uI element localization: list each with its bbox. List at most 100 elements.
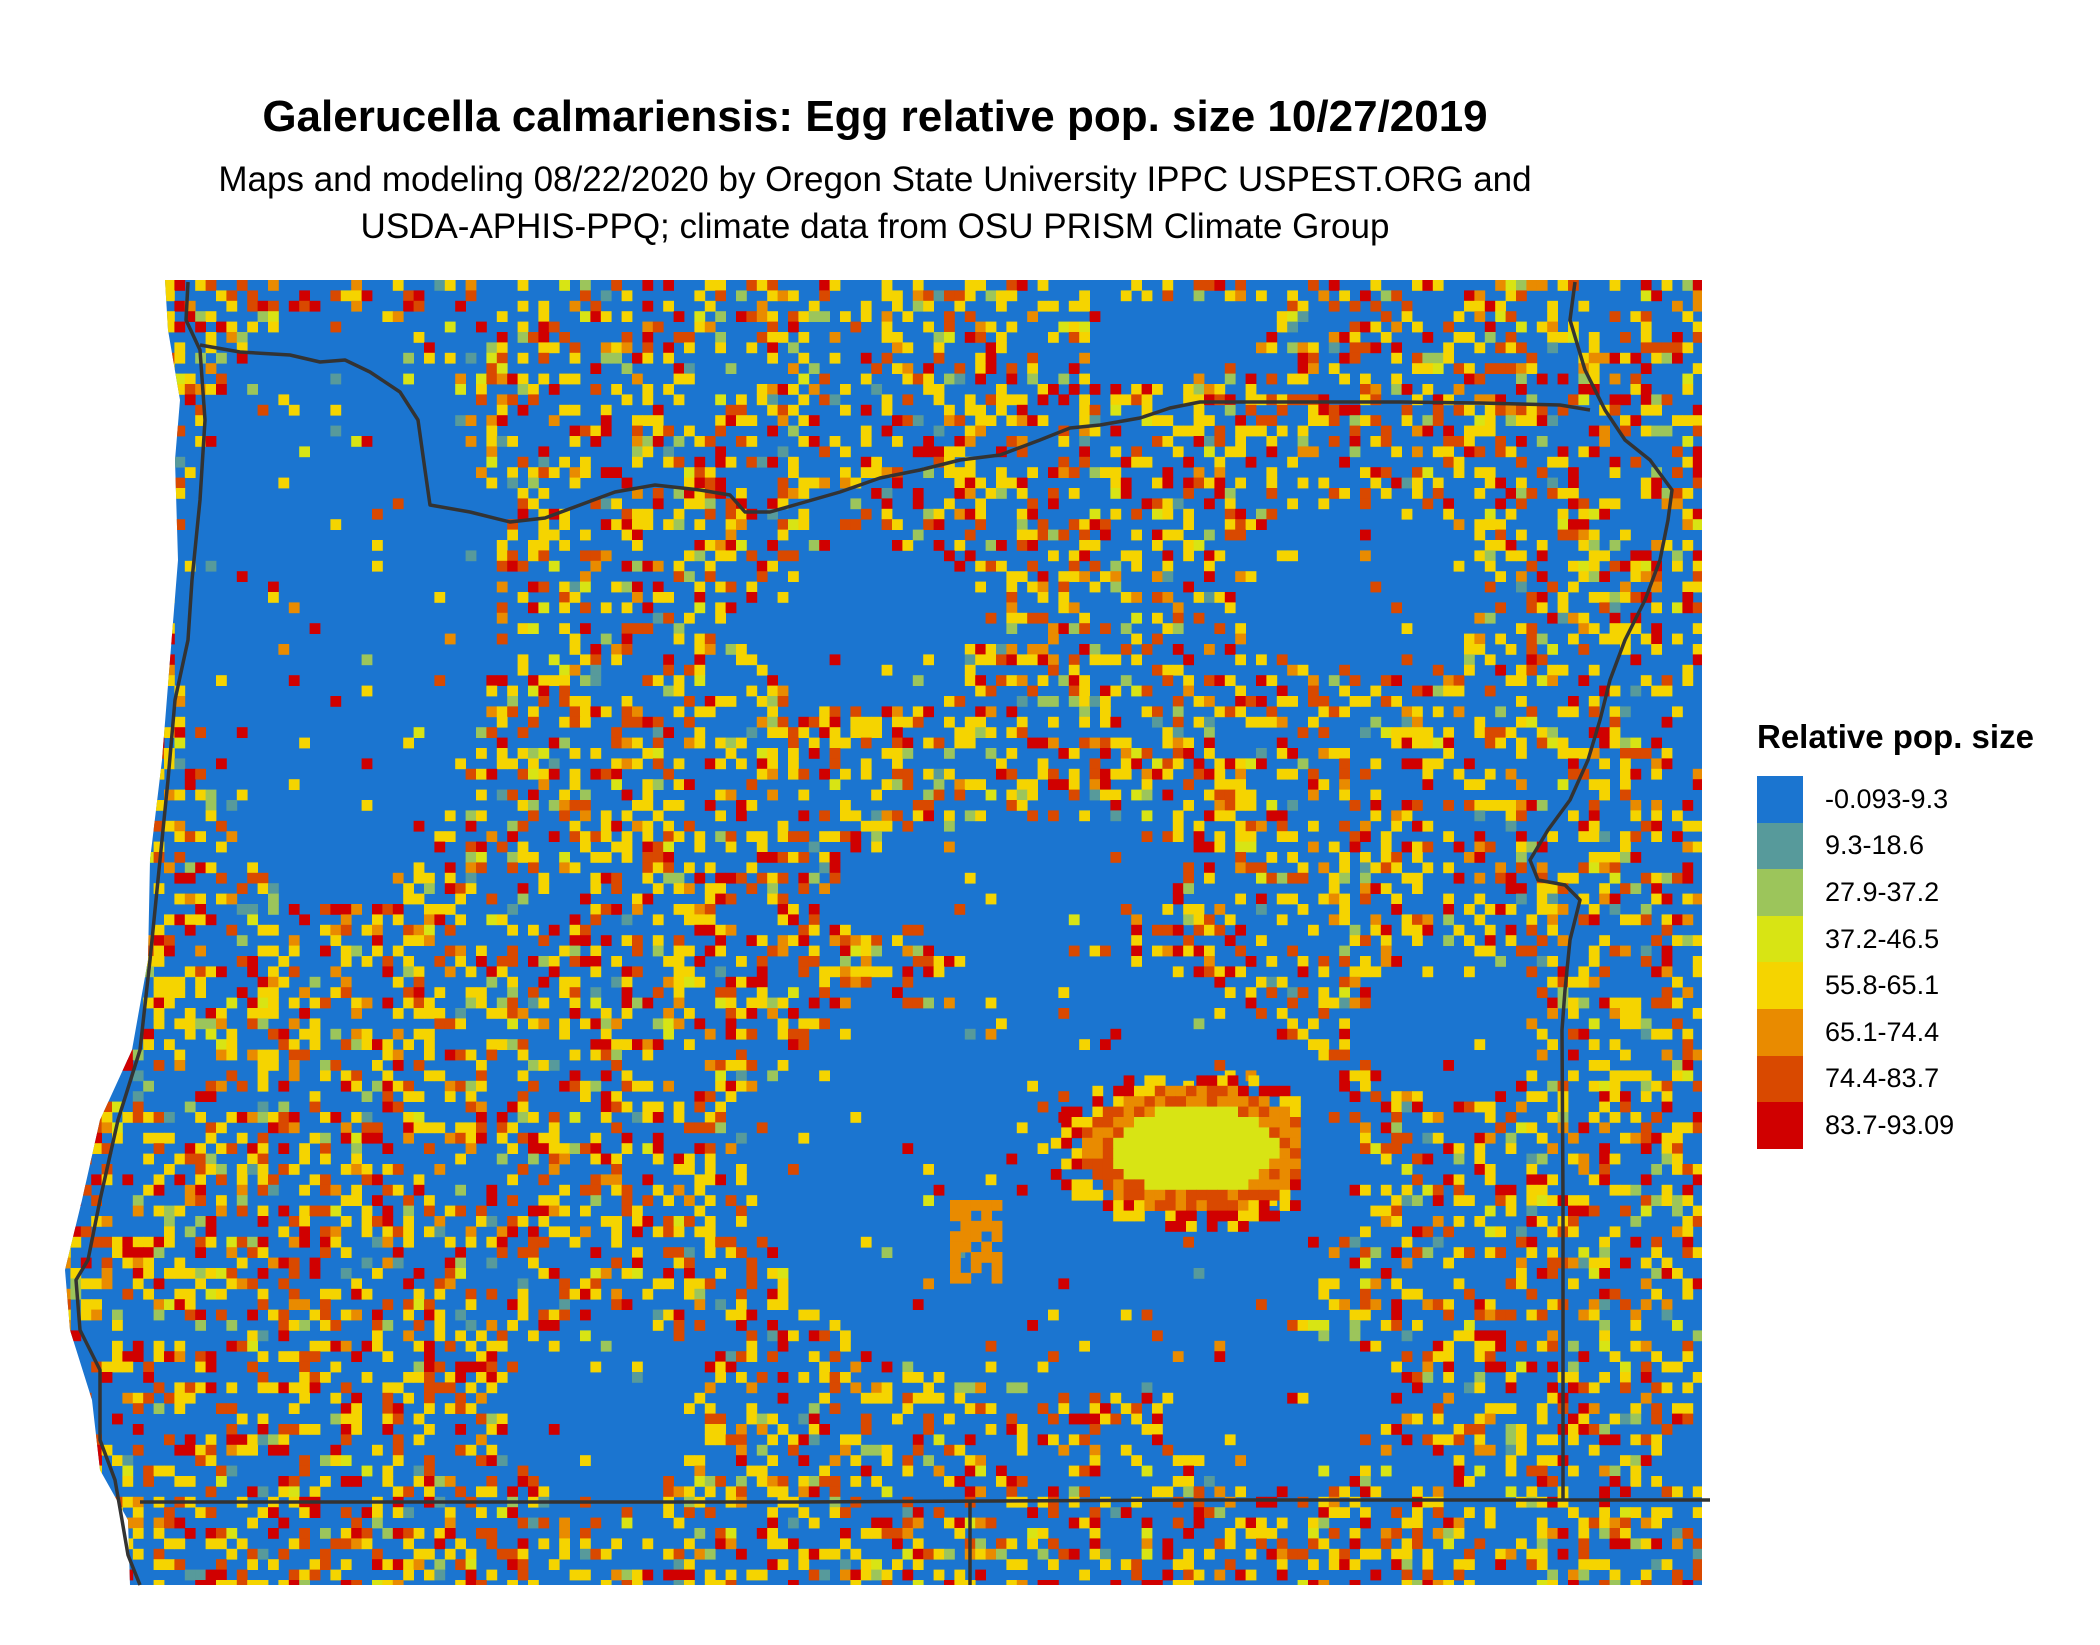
map-cell [1318, 1008, 1330, 1019]
map-cell [80, 789, 92, 801]
map-cell [174, 1288, 186, 1300]
map-cell [361, 1174, 373, 1186]
map-cell [184, 862, 196, 874]
map-cell [205, 1236, 217, 1248]
map-cell [434, 675, 446, 686]
map-cell [1588, 560, 1600, 572]
map-cell [372, 1268, 383, 1279]
map-cell [1495, 1361, 1506, 1373]
map-cell [164, 820, 175, 832]
map-cell [663, 1008, 674, 1019]
map-cell [736, 436, 747, 447]
map-cell [1692, 415, 1702, 426]
map-cell [569, 1112, 581, 1123]
map-cell [1536, 862, 1548, 874]
map-cell [528, 394, 539, 406]
map-cell [174, 321, 186, 333]
map-cell [673, 872, 685, 884]
map-cell [1339, 779, 1350, 790]
map-cell [1266, 976, 1278, 988]
map-cell [184, 467, 196, 478]
map-cell [736, 1309, 747, 1321]
map-cell [205, 1361, 217, 1373]
map-cell [1318, 498, 1330, 510]
map-cell [351, 300, 362, 312]
map-cell [153, 820, 165, 832]
map-cell [902, 976, 914, 988]
map-cell [756, 280, 768, 291]
map-cell [881, 748, 893, 759]
map-cell [694, 1299, 706, 1310]
map-cell [621, 529, 633, 541]
map-cell [767, 706, 778, 718]
map-cell [1443, 685, 1454, 697]
map-cell [1391, 1112, 1402, 1123]
map-cell [247, 1049, 258, 1061]
map-cell [736, 1080, 747, 1092]
map-cell [621, 1195, 633, 1206]
map-cell [1495, 311, 1506, 322]
map-cell [902, 1372, 914, 1383]
map-cell [424, 1049, 435, 1061]
map-cell [746, 831, 758, 842]
map-cell [247, 300, 258, 312]
map-cell [174, 831, 186, 842]
map-cell [600, 1174, 612, 1186]
map-cell [1027, 498, 1038, 510]
map-cell [1495, 1184, 1506, 1196]
map-cell [1162, 737, 1174, 749]
map-cell [91, 394, 102, 406]
map-cell [101, 1278, 113, 1290]
map-cell [476, 1080, 487, 1092]
map-cell [1380, 311, 1392, 322]
map-cell [91, 1174, 102, 1186]
map-cell [195, 415, 206, 426]
map-cell [1360, 1080, 1371, 1092]
map-cell [1245, 987, 1257, 998]
map-cell [434, 914, 446, 926]
map-cell [392, 1080, 404, 1092]
map-cell [496, 332, 508, 343]
map-cell [403, 883, 414, 894]
map-cell [101, 1143, 113, 1154]
map-cell [1443, 352, 1454, 364]
map-cell [1443, 508, 1454, 520]
map-cell [517, 332, 529, 343]
map-cell [268, 1174, 279, 1186]
map-cell [122, 300, 134, 312]
map-cell [1640, 321, 1652, 333]
map-cell [798, 488, 810, 499]
map-cell [1152, 664, 1163, 676]
map-cell [507, 1216, 518, 1227]
map-cell [507, 1101, 518, 1113]
map-cell [1609, 872, 1621, 884]
map-cell [580, 654, 591, 666]
map-cell [1214, 477, 1226, 489]
map-cell [944, 841, 955, 853]
map-cell [1516, 800, 1527, 811]
map-cell [652, 737, 664, 749]
map-cell [1432, 352, 1444, 364]
map-cell [1578, 384, 1590, 395]
map-cell [808, 540, 820, 551]
map-cell [808, 716, 820, 728]
map-cell [725, 1143, 737, 1154]
map-cell [486, 685, 498, 697]
map-cell [507, 852, 518, 863]
map-cell [1661, 488, 1673, 499]
map-cell [1204, 592, 1215, 603]
map-cell [143, 415, 154, 426]
map-cell [777, 904, 789, 915]
map-cell [548, 560, 560, 572]
map-cell [1640, 1174, 1652, 1186]
map-cell [652, 1278, 664, 1290]
map-cell [1027, 363, 1038, 374]
map-cell [1682, 519, 1694, 530]
map-cell [1682, 1226, 1694, 1238]
map-cell [80, 1153, 92, 1165]
map-cell [860, 727, 872, 738]
map-cell [725, 1018, 737, 1030]
map-cell [1339, 706, 1350, 718]
map-cell [746, 550, 758, 562]
map-cell [361, 1112, 373, 1123]
